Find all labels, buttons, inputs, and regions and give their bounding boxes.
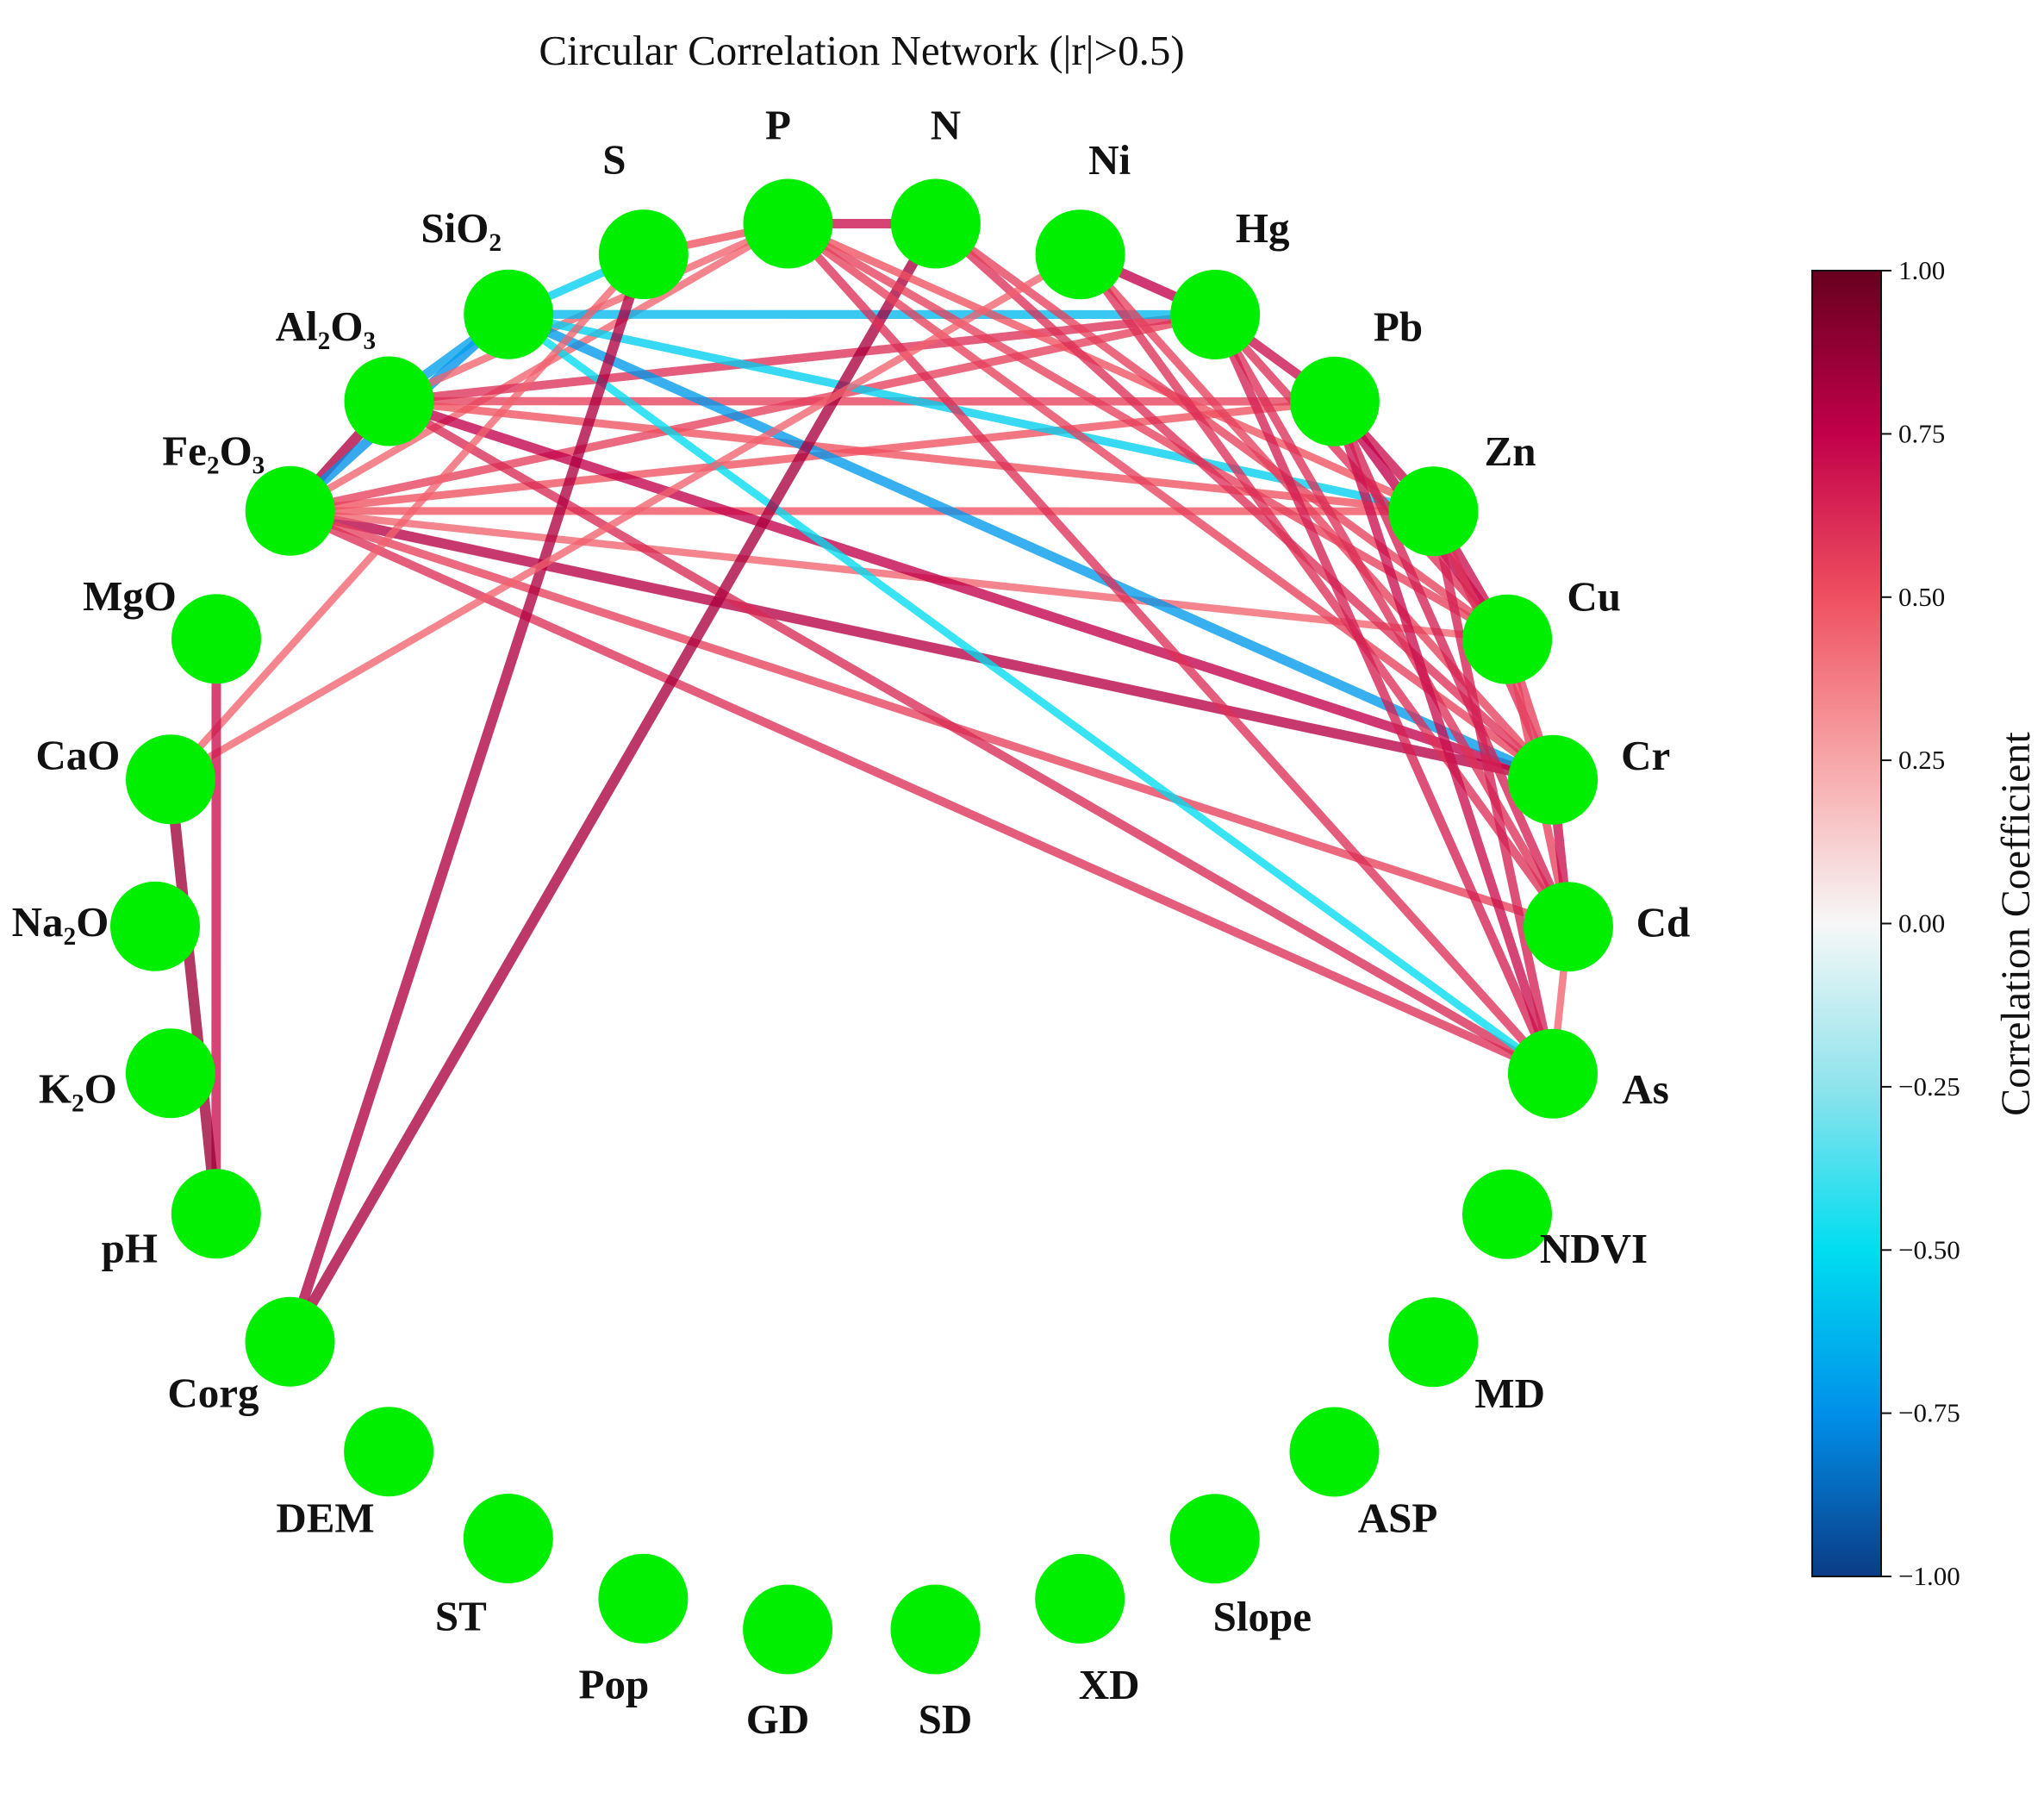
node-as bbox=[1508, 1029, 1598, 1119]
node-md bbox=[1388, 1297, 1478, 1387]
node-label-cd: Cd bbox=[1636, 899, 1691, 946]
node-label-s: S bbox=[602, 136, 626, 184]
colorbar-tick-label: 0.00 bbox=[1898, 908, 1945, 939]
node-label-as: As bbox=[1622, 1065, 1668, 1113]
node-pb bbox=[1290, 357, 1380, 446]
node-al2o3 bbox=[345, 357, 434, 446]
node-hg bbox=[1170, 270, 1260, 359]
node-label-ni: Ni bbox=[1088, 136, 1131, 184]
node-cao bbox=[126, 734, 215, 824]
colorbar-tick-label: −0.25 bbox=[1898, 1071, 1960, 1102]
node-label-cr: Cr bbox=[1621, 732, 1670, 779]
node-s bbox=[599, 209, 689, 299]
node-slope bbox=[1170, 1494, 1260, 1583]
node-pop bbox=[598, 1554, 688, 1644]
node-label-xd: XD bbox=[1079, 1661, 1140, 1708]
colorbar-tick-label: 1.00 bbox=[1898, 255, 1945, 285]
node-label-cao: CaO bbox=[35, 732, 120, 779]
node-label-asp: ASP bbox=[1358, 1495, 1438, 1542]
node-st bbox=[464, 1494, 553, 1583]
colorbar-tick-label: 0.50 bbox=[1898, 582, 1945, 612]
node-label-n: N bbox=[931, 101, 961, 148]
edge-s-corg bbox=[290, 254, 644, 1342]
node-ph bbox=[171, 1169, 261, 1258]
node-label-st: ST bbox=[435, 1593, 487, 1640]
labels-layer: N Ni Hg Pb Zn Cu Cr Cd As NDVI MD ASP Slope XD SD GD Pop… bbox=[12, 101, 1691, 1743]
node-asp bbox=[1290, 1407, 1380, 1497]
chart-title: Circular Correlation Network (|r|>0.5) bbox=[539, 27, 1184, 74]
colorbar: 1.00 0.75 0.50 0.25 0.00 −0.25 −0.50 −0.75 −1.00… bbox=[1812, 255, 2039, 1591]
node-label-mgo: MgO bbox=[83, 572, 177, 620]
colorbar-ticks: 1.00 0.75 0.50 0.25 0.00 −0.25 −0.50 −0.75 −1.00 bbox=[1881, 255, 1960, 1591]
node-label-cu: Cu bbox=[1567, 572, 1621, 620]
node-cd bbox=[1524, 882, 1613, 971]
node-label-ph: pH bbox=[102, 1224, 158, 1271]
node-p bbox=[744, 179, 833, 269]
node-sio2 bbox=[464, 270, 553, 359]
node-label-p: P bbox=[765, 101, 791, 148]
node-na2o bbox=[110, 882, 200, 971]
node-label-zn: Zn bbox=[1485, 428, 1536, 475]
node-mgo bbox=[171, 594, 261, 683]
node-label-hg: Hg bbox=[1236, 204, 1290, 252]
colorbar-gradient bbox=[1812, 271, 1881, 1576]
node-label-slope: Slope bbox=[1213, 1593, 1312, 1640]
node-cu bbox=[1462, 595, 1552, 684]
node-label-al2o3: Al₂O₃ bbox=[276, 303, 377, 350]
colorbar-tick-label: 0.75 bbox=[1898, 418, 1945, 448]
node-label-sd: SD bbox=[919, 1695, 973, 1743]
colorbar-tick-label: −0.50 bbox=[1898, 1234, 1960, 1264]
node-xd bbox=[1035, 1554, 1125, 1644]
node-zn bbox=[1389, 466, 1479, 556]
node-label-ndvi: NDVI bbox=[1540, 1225, 1648, 1272]
node-ndvi bbox=[1462, 1170, 1552, 1259]
node-cr bbox=[1508, 735, 1598, 825]
colorbar-tick-label: −0.75 bbox=[1898, 1398, 1960, 1428]
node-fe2o3 bbox=[246, 466, 335, 556]
node-ni bbox=[1036, 209, 1125, 299]
node-label-pop: Pop bbox=[579, 1661, 650, 1708]
node-label-dem: DEM bbox=[276, 1494, 374, 1541]
node-label-md: MD bbox=[1474, 1370, 1545, 1417]
edge-fe2o3-as bbox=[290, 511, 1553, 1074]
node-label-gd: GD bbox=[746, 1695, 810, 1743]
colorbar-tick-label: −1.00 bbox=[1898, 1561, 1960, 1591]
node-label-na2o: Na₂O bbox=[12, 898, 109, 946]
node-n bbox=[891, 179, 981, 269]
node-label-fe2o3: Fe₂O₃ bbox=[162, 427, 265, 474]
node-gd bbox=[743, 1585, 832, 1675]
node-label-k2o: K₂O bbox=[39, 1064, 117, 1112]
node-label-pb: Pb bbox=[1374, 303, 1423, 350]
node-dem bbox=[344, 1407, 433, 1496]
node-k2o bbox=[126, 1028, 215, 1118]
node-label-corg: Corg bbox=[167, 1370, 259, 1417]
colorbar-tick-label: 0.25 bbox=[1898, 745, 1945, 775]
node-label-sio2: SiO₂ bbox=[421, 204, 502, 252]
edge-cao-s bbox=[171, 254, 644, 779]
colorbar-label: Correlation Coefficient bbox=[1993, 732, 2039, 1116]
edge-cao-ph bbox=[171, 779, 216, 1214]
node-sd bbox=[891, 1585, 981, 1675]
